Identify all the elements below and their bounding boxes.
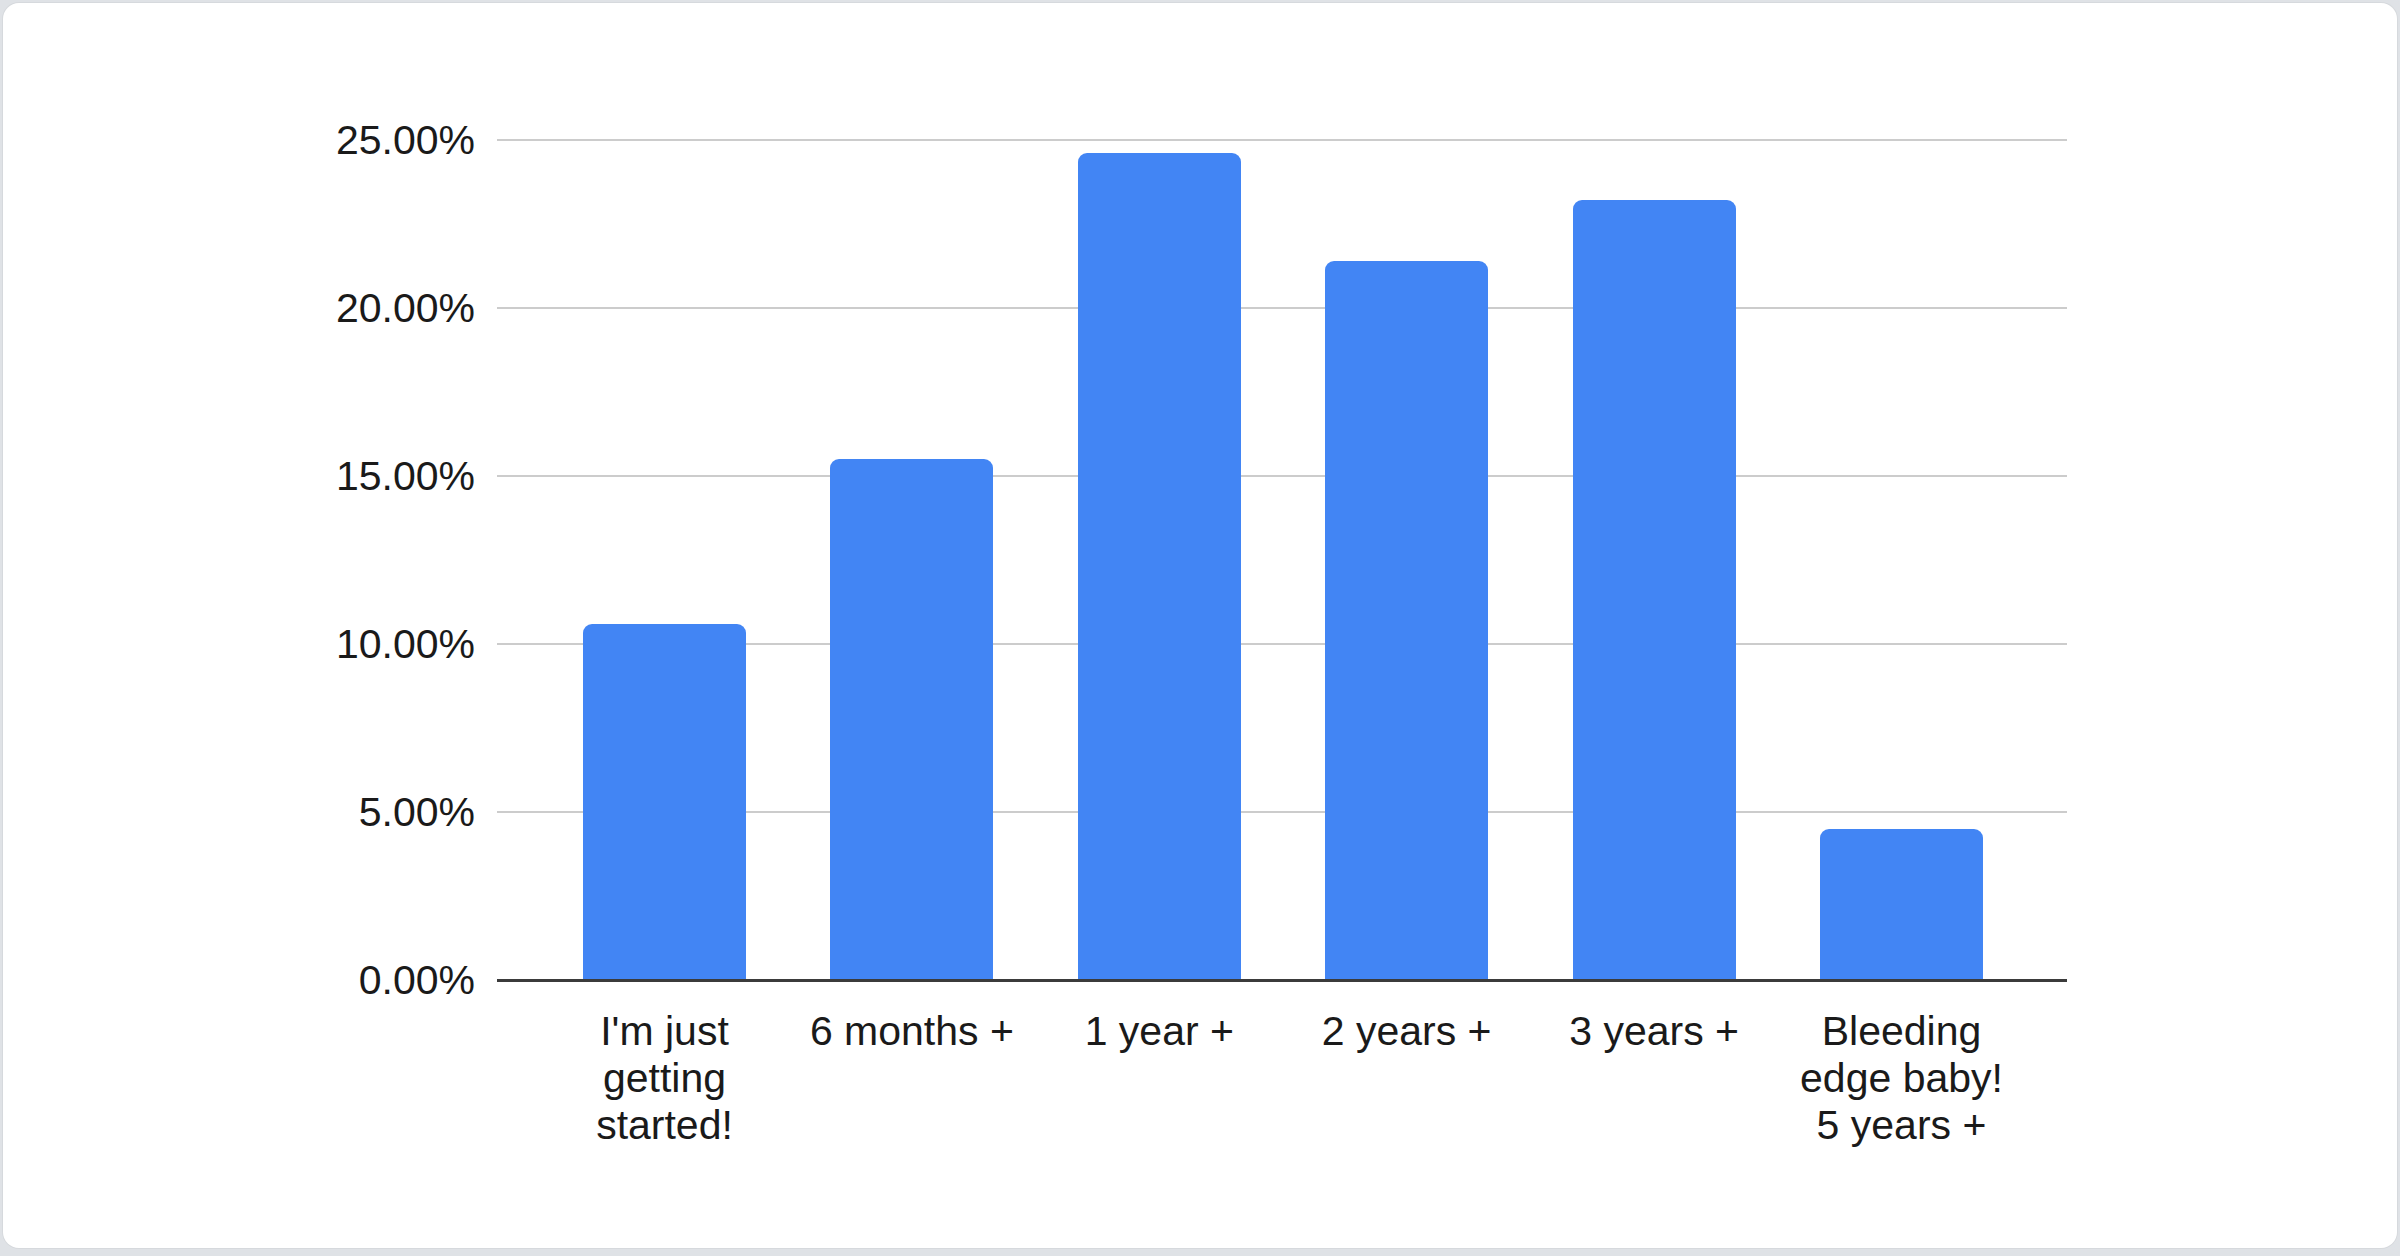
y-axis-tick-label: 20.00%	[215, 284, 475, 332]
bar-1[interactable]	[583, 624, 746, 980]
bar-3[interactable]	[1078, 153, 1241, 980]
x-axis-category-label: Bleeding edge baby! 5 years +	[1757, 1008, 2047, 1149]
y-gridline	[497, 139, 2067, 141]
y-gridline	[497, 475, 2067, 477]
bar-2[interactable]	[830, 459, 993, 980]
page-background: 0.00%5.00%10.00%15.00%20.00%25.00%I'm ju…	[0, 0, 2400, 1256]
bar-6[interactable]	[1820, 829, 1983, 980]
y-axis-tick-label: 0.00%	[215, 956, 475, 1004]
y-axis-tick-label: 15.00%	[215, 452, 475, 500]
y-gridline	[497, 307, 2067, 309]
x-axis-line	[497, 979, 2067, 982]
bar-4[interactable]	[1325, 261, 1488, 980]
plot-area: 0.00%5.00%10.00%15.00%20.00%25.00%I'm ju…	[0, 0, 2400, 1256]
y-axis-tick-label: 25.00%	[215, 116, 475, 164]
y-axis-tick-label: 5.00%	[215, 788, 475, 836]
y-axis-tick-label: 10.00%	[215, 620, 475, 668]
bar-5[interactable]	[1573, 200, 1736, 980]
